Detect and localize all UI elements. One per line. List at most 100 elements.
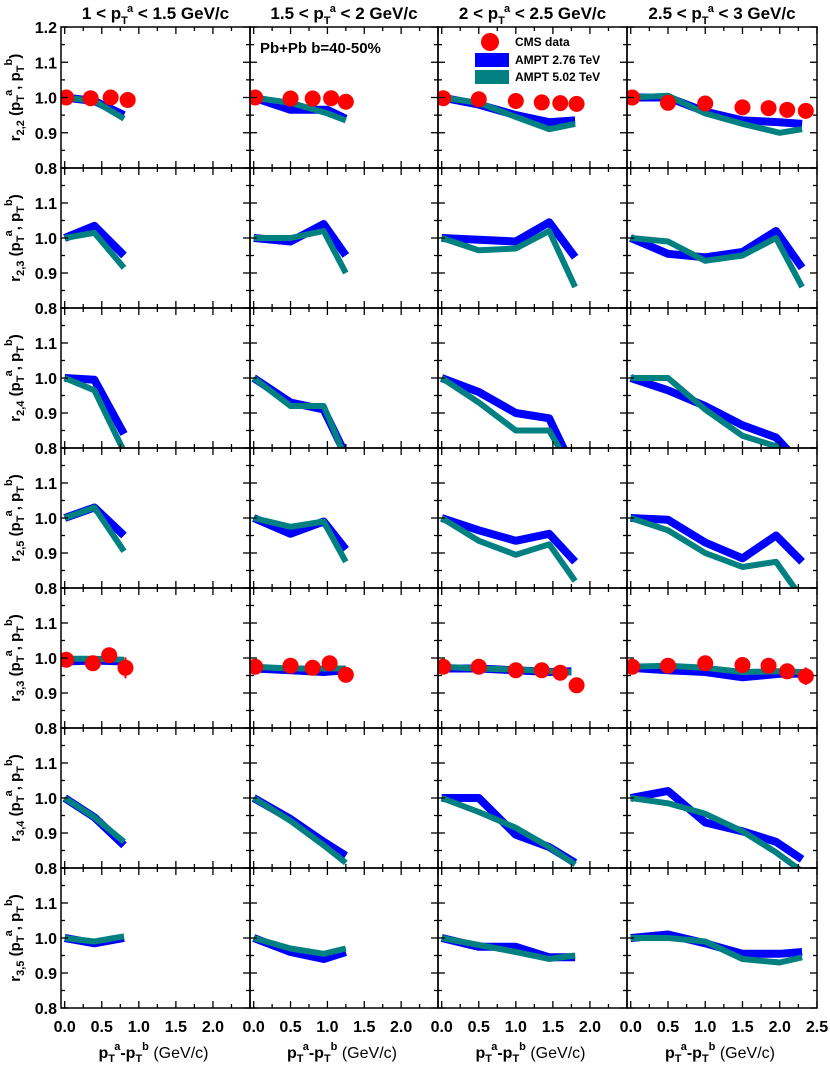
x-axis-labels: 0.0 0.5 1.0 1.5 2.0 pTa-pTb (GeV/c) 0.0 0.5 1.0 1… xyxy=(54,1019,829,1065)
legend-label-2: AMPT 2.76 TeV xyxy=(515,53,600,67)
panel-r7-c4 xyxy=(630,930,803,966)
ampt-276-band xyxy=(64,374,128,436)
y-axis-label: r2,3 (pTa, pTb) xyxy=(3,194,27,281)
ampt-502-band xyxy=(251,375,345,448)
x-axis-label: pTa-pTb (GeV/c) xyxy=(476,1041,586,1065)
x-tick-label: 1.0 xyxy=(128,1019,150,1036)
cms-data-point xyxy=(61,651,75,668)
y-axis-label: r3,4 (pTa, pTb) xyxy=(3,754,27,841)
y-axis-label: r2,5 (pTa, pTb) xyxy=(3,474,27,561)
ampt-276-band xyxy=(440,374,568,448)
panel-r3-c3 xyxy=(440,374,568,448)
ampt-276-band xyxy=(629,787,805,863)
column-title-2: 1.5 < pTa < 2 GeV/c xyxy=(270,3,417,27)
y-tick-label: 1.1 xyxy=(35,756,57,773)
cms-data-point xyxy=(568,677,585,694)
legend-label-1: CMS data xyxy=(515,35,570,49)
x-tick-label: 1.5 xyxy=(165,1019,187,1036)
cms-data-point xyxy=(337,93,354,110)
x-tick-label: 0.0 xyxy=(431,1019,453,1036)
ampt-502-band xyxy=(253,515,349,564)
cms-data-point xyxy=(533,662,550,679)
panel-frame xyxy=(60,167,251,309)
cms-data-point xyxy=(282,90,299,107)
y-axis-label: r3,5 (pTa, pTb) xyxy=(3,894,27,981)
y-tick-label: 0.8 xyxy=(35,581,57,598)
panel-r7-c2 xyxy=(252,934,348,963)
y-tick-label: 1.0 xyxy=(35,91,57,108)
panel-frame xyxy=(626,587,818,729)
cms-data-point xyxy=(568,95,585,112)
x-tick-label: 1.5 xyxy=(353,1019,375,1036)
panel-r5-c1 xyxy=(61,647,134,679)
panel-r4-c1 xyxy=(63,503,127,553)
cms-data-point xyxy=(438,658,452,675)
cms-data-point xyxy=(659,657,676,674)
cms-data-point xyxy=(470,658,487,675)
x-tick-label: 1.0 xyxy=(694,1019,716,1036)
panel-r6-c1 xyxy=(62,794,127,849)
x-tick-label: 0.5 xyxy=(468,1019,490,1036)
cms-data-point xyxy=(102,89,119,106)
panel-r2-c3 xyxy=(440,218,579,289)
panel-r4-c4 xyxy=(629,514,805,588)
cms-data-point xyxy=(697,655,714,672)
cms-data-point xyxy=(119,91,136,108)
panel-r2-c4 xyxy=(629,227,806,289)
ampt-502-band xyxy=(253,94,347,124)
y-tick-label: 1.1 xyxy=(35,196,57,213)
panel-grid xyxy=(60,26,818,1009)
panel-r4-c3 xyxy=(440,514,579,583)
x-axis-label: pTa-pTb (GeV/c) xyxy=(665,1041,775,1065)
cms-data-point xyxy=(321,655,338,672)
y-axis-label: r3,3 (pTa, pTb) xyxy=(3,614,27,701)
ampt-276-band xyxy=(630,514,805,565)
cms-data-point xyxy=(337,666,354,683)
panel-frame xyxy=(249,447,439,589)
cms-data-point xyxy=(282,657,299,674)
cms-data-point xyxy=(507,93,524,110)
y-axis-label: r2,4 (pTa, pTb) xyxy=(3,334,27,421)
x-tick-label: 0.0 xyxy=(620,1019,642,1036)
ampt-502-band xyxy=(252,935,347,957)
panel-frame xyxy=(437,447,628,589)
y-tick-label: 0.9 xyxy=(35,966,57,983)
cms-data-point xyxy=(797,668,814,685)
x-tick-label: 2.0 xyxy=(769,1019,791,1036)
panel-r3-c1 xyxy=(63,374,128,448)
panel-frame xyxy=(249,307,439,449)
y-tick-label: 1.0 xyxy=(35,651,57,668)
legend-cms-marker xyxy=(481,33,499,51)
annotation-text: Pb+Pb b=40-50% xyxy=(260,40,381,57)
ampt-502-band xyxy=(629,515,799,588)
panel-r5-c4 xyxy=(627,655,814,685)
panel-r1-c4 xyxy=(627,89,814,136)
ampt-502-band xyxy=(64,229,127,270)
x-tick-label: 0.5 xyxy=(279,1019,301,1036)
ampt-502-band xyxy=(440,515,578,583)
panel-frame xyxy=(60,447,251,589)
cms-data-point xyxy=(779,101,796,118)
cms-data-point xyxy=(438,90,452,107)
ampt-502-band xyxy=(252,795,348,866)
cms-data-point xyxy=(84,655,101,672)
panel-r3-c2 xyxy=(251,374,347,448)
x-tick-label: 1.5 xyxy=(731,1019,753,1036)
ampt-502-band xyxy=(630,235,805,289)
x-tick-label: 1.5 xyxy=(542,1019,564,1036)
y-tick-label: 1.1 xyxy=(35,55,57,72)
y-tick-label: 0.8 xyxy=(35,161,57,178)
ampt-276-band xyxy=(629,374,792,448)
cms-data-point xyxy=(697,95,714,112)
panel-r1-c2 xyxy=(250,89,354,124)
y-tick-label: 0.9 xyxy=(35,686,57,703)
legend-ampt-276-swatch xyxy=(475,53,509,67)
x-axis-label: pTa-pTb (GeV/c) xyxy=(99,1041,209,1065)
y-tick-label: 0.9 xyxy=(35,126,57,143)
ampt-502-band xyxy=(253,228,349,275)
panel-r6-c3 xyxy=(440,794,578,867)
panel-r7-c1 xyxy=(63,933,125,948)
row-y-labels: 0.8 0.9 1.0 1.1 1.2 r2,2 (pTa, pTb) 0.8 0.9 1.0 1… xyxy=(3,20,57,1018)
x-tick-label: 0.5 xyxy=(91,1019,113,1036)
y-tick-label: 1.0 xyxy=(35,231,57,248)
